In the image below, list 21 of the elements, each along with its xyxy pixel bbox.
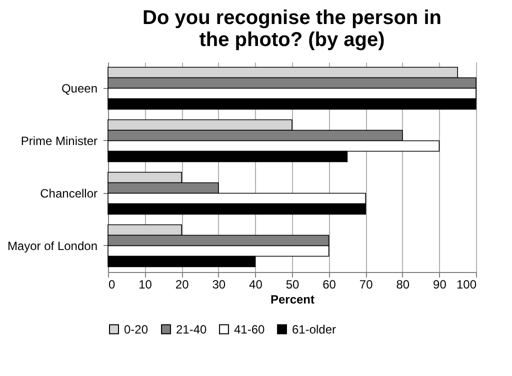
chart-title: Do you recognise the person in the photo? (by age) — [142, 7, 442, 51]
legend-label: 41-60 — [234, 322, 266, 336]
x-tick-label: 10 — [138, 278, 152, 292]
x-tick-label: 70 — [359, 278, 374, 292]
y-tick-label: Mayor of London — [7, 238, 98, 253]
x-axis-title: Percent — [270, 292, 315, 306]
x-tick-label: 60 — [322, 278, 336, 292]
y-tick-label: Prime Minister — [20, 134, 98, 148]
x-tick-label: 0 — [108, 278, 116, 292]
x-tick-label: 20 — [175, 278, 190, 292]
x-tick-label: 50 — [286, 278, 300, 292]
x-tick-label: 90 — [433, 278, 447, 292]
x-tick-label: 30 — [212, 278, 226, 292]
x-tick-label: 100 — [456, 278, 477, 292]
x-tick-label: 40 — [249, 278, 263, 292]
y-tick-label: Queen — [61, 81, 98, 96]
legend-label: 61-older — [292, 322, 336, 336]
x-tick-label: 80 — [396, 278, 410, 292]
y-tick-label: Chancellor — [40, 186, 98, 200]
legend-label: 0-20 — [124, 322, 148, 336]
legend-label: 21-40 — [176, 322, 208, 336]
